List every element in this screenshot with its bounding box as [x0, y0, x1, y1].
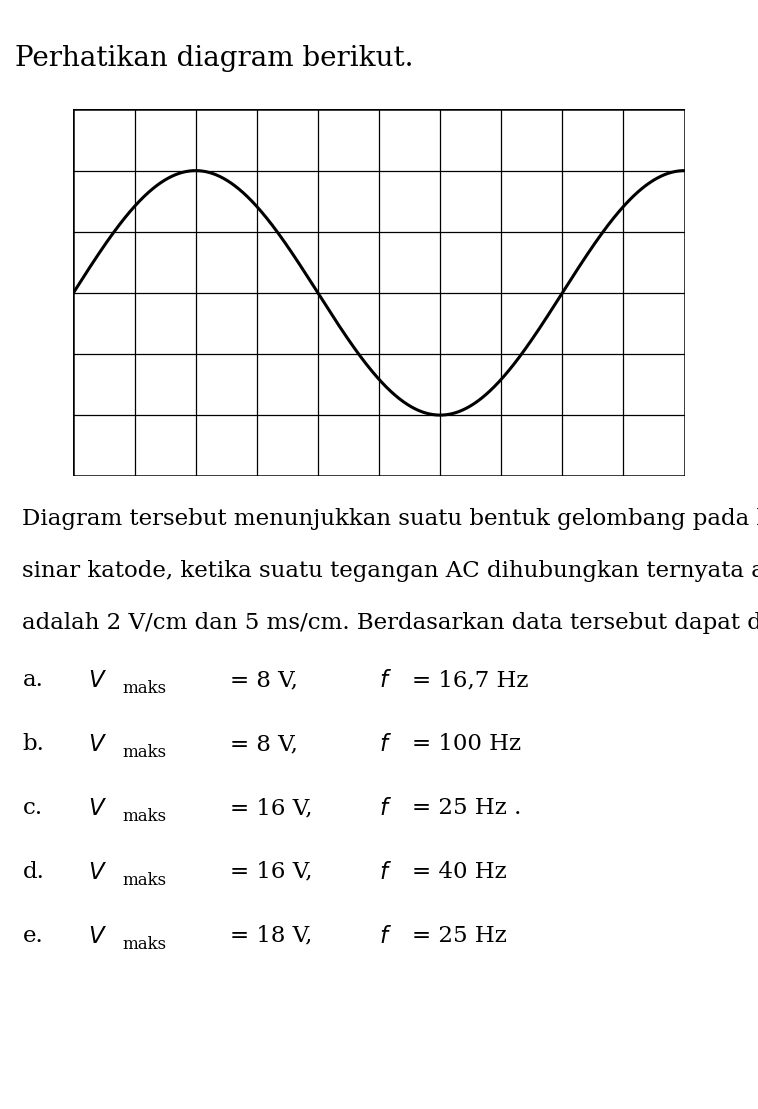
Text: maks: maks [123, 681, 167, 698]
Text: $V$: $V$ [88, 797, 107, 820]
Text: = 100 Hz: = 100 Hz [412, 733, 521, 755]
Text: e.: e. [23, 925, 43, 947]
Text: sinar katode, ketika suatu tegangan AC dihubungkan ternyata angka yang terlihat: sinar katode, ketika suatu tegangan AC d… [23, 560, 758, 582]
Text: maks: maks [123, 744, 167, 761]
Text: adalah 2 V/cm dan 5 ms/cm. Berdasarkan data tersebut dapat disimpulkan . . . .: adalah 2 V/cm dan 5 ms/cm. Berdasarkan d… [23, 612, 758, 633]
Text: $f$: $f$ [379, 670, 392, 692]
Text: a.: a. [23, 670, 43, 692]
Text: = 18 V,: = 18 V, [230, 925, 312, 947]
Text: Perhatikan diagram berikut.: Perhatikan diagram berikut. [15, 45, 414, 72]
Text: $V$: $V$ [88, 861, 107, 884]
Text: $V$: $V$ [88, 733, 107, 756]
Text: $f$: $f$ [379, 733, 392, 756]
Text: = 16 V,: = 16 V, [230, 861, 312, 883]
Text: = 8 V,: = 8 V, [230, 733, 298, 755]
Text: = 16,7 Hz: = 16,7 Hz [412, 670, 528, 692]
Text: c.: c. [23, 797, 42, 820]
Text: Diagram tersebut menunjukkan suatu bentuk gelombang pada layar osiloskop: Diagram tersebut menunjukkan suatu bentu… [23, 508, 758, 530]
Text: d.: d. [23, 861, 44, 883]
Text: maks: maks [123, 808, 167, 825]
Text: = 40 Hz: = 40 Hz [412, 861, 506, 883]
Text: $f$: $f$ [379, 861, 392, 884]
Text: $f$: $f$ [379, 925, 392, 948]
Text: $f$: $f$ [379, 797, 392, 820]
Text: b.: b. [23, 733, 44, 755]
Text: = 25 Hz .: = 25 Hz . [412, 797, 521, 820]
Text: maks: maks [123, 936, 167, 953]
Text: $V$: $V$ [88, 670, 107, 692]
Text: = 16 V,: = 16 V, [230, 797, 312, 820]
Text: = 25 Hz: = 25 Hz [412, 925, 506, 947]
Text: = 8 V,: = 8 V, [230, 670, 298, 692]
Text: maks: maks [123, 872, 167, 888]
Text: $V$: $V$ [88, 925, 107, 948]
